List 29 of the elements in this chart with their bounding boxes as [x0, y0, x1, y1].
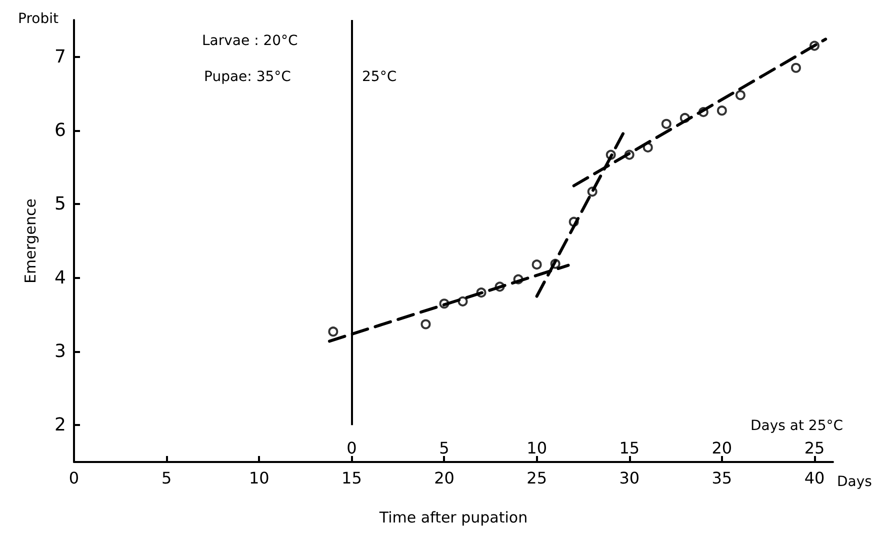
x2-tick-label: 10	[526, 438, 547, 458]
x2-tick-label: 20	[712, 438, 732, 458]
y-tick-label: 5	[54, 194, 66, 215]
y-tick-label: 6	[54, 120, 66, 141]
text: Days	[837, 474, 872, 490]
x2-tick-label: 0	[346, 438, 357, 458]
x-tick-label: 35	[712, 468, 732, 488]
y-tick-label: 4	[54, 267, 66, 288]
text: Probit	[18, 11, 59, 27]
annotation: 25°C	[362, 69, 397, 85]
annotation: Larvae : 20°C	[202, 33, 298, 49]
x-tick-label: 30	[619, 468, 640, 488]
x-tick-label: 20	[434, 468, 454, 488]
x2-tick-label: 5	[439, 438, 450, 458]
y-tick-label: 2	[54, 414, 66, 436]
x2-tick-label: 25	[804, 438, 825, 458]
y-tick-label: 3	[54, 341, 66, 362]
x-tick-label: 0	[68, 468, 80, 488]
x-tick-label: 10	[248, 468, 270, 488]
x-tick-label: 15	[342, 468, 362, 488]
x-tick-label: 40	[804, 468, 825, 488]
x2-axis-title: Days at 25°C	[750, 418, 844, 434]
y-axis-title: Emergence	[22, 198, 40, 284]
x-axis-title: Time after pupation	[378, 508, 528, 526]
y-tick-label: 7	[54, 46, 66, 68]
x2-tick-label: 15	[619, 438, 640, 458]
x-tick-label: 5	[161, 468, 172, 488]
annotation: Pupae: 35°C	[204, 69, 292, 85]
x-tick-label: 25	[526, 468, 547, 488]
